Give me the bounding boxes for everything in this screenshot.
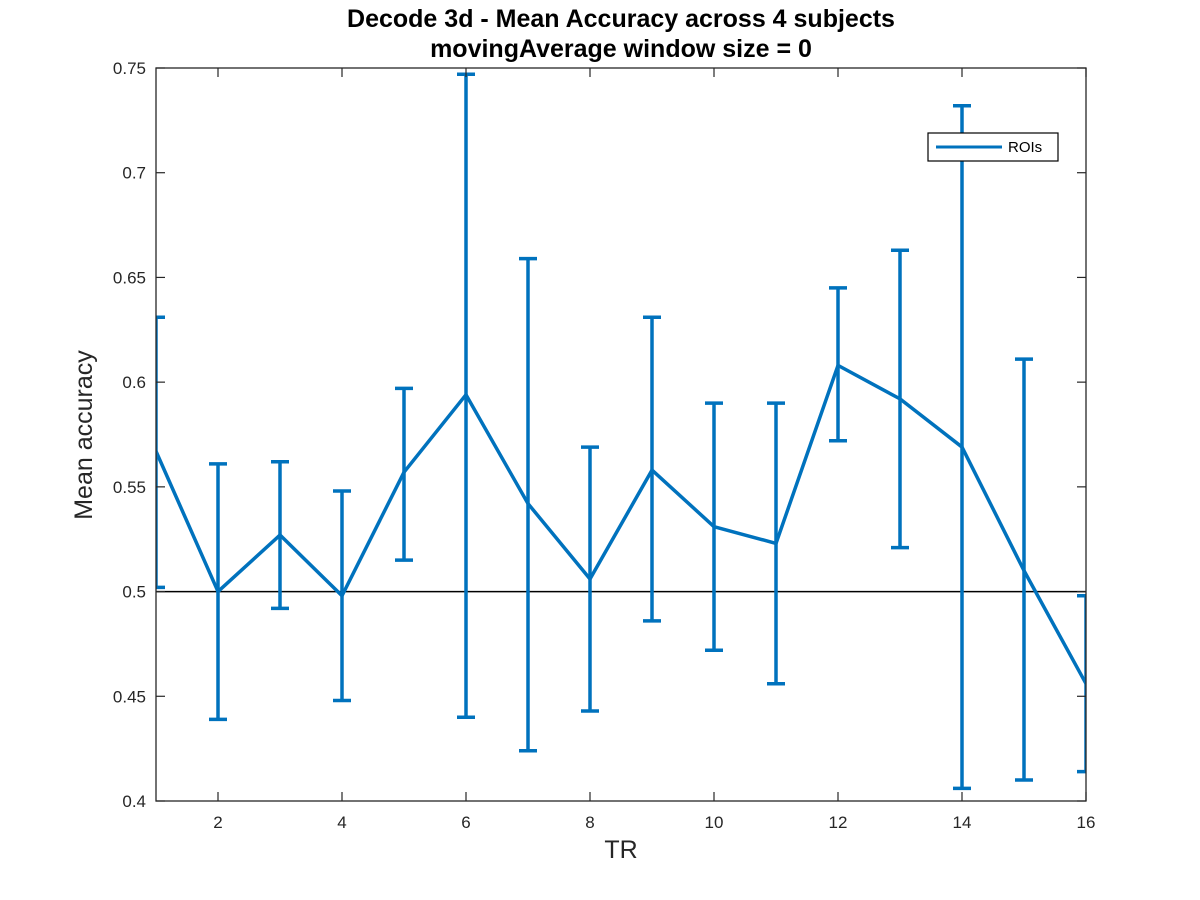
x-tick-label-2: 2 — [213, 813, 222, 832]
y-tick-label-0.6: 0.6 — [122, 373, 146, 392]
plot-background — [156, 68, 1086, 801]
chart-title: Decode 3d - Mean Accuracy across 4 subje… — [347, 5, 895, 33]
y-tick-label-0.75: 0.75 — [113, 59, 146, 78]
x-tick-label-14: 14 — [953, 813, 972, 832]
chart-subtitle: movingAverage window size = 0 — [430, 35, 812, 63]
x-tick-label-6: 6 — [461, 813, 470, 832]
x-tick-label-10: 10 — [705, 813, 724, 832]
x-tick-label-8: 8 — [585, 813, 594, 832]
x-tick-label-16: 16 — [1077, 813, 1096, 832]
plot-area: 2 4 6 8 10 12 14 16 0.4 0.45 0.5 0.55 0.6 0.65 0.7 0.75 — [113, 59, 1096, 832]
y-tick-label-0.7: 0.7 — [122, 164, 146, 183]
y-tick-label-0.55: 0.55 — [113, 478, 146, 497]
x-tick-label-4: 4 — [337, 813, 346, 832]
axes-box — [155, 67, 1087, 802]
legend-label-rois: ROIs — [1008, 139, 1042, 156]
y-tick-label-0.4: 0.4 — [122, 792, 146, 811]
y-tick-label-0.5: 0.5 — [122, 583, 146, 602]
x-tick-label-12: 12 — [829, 813, 848, 832]
legend: ROIs — [927, 132, 1059, 162]
series-line-0 — [156, 363, 1086, 685]
y-tick-label-0.65: 0.65 — [113, 268, 146, 287]
y-axis-label: Mean accuracy — [70, 350, 98, 520]
x-axis-label: TR — [604, 836, 637, 864]
y-tick-label-0.45: 0.45 — [113, 687, 146, 706]
